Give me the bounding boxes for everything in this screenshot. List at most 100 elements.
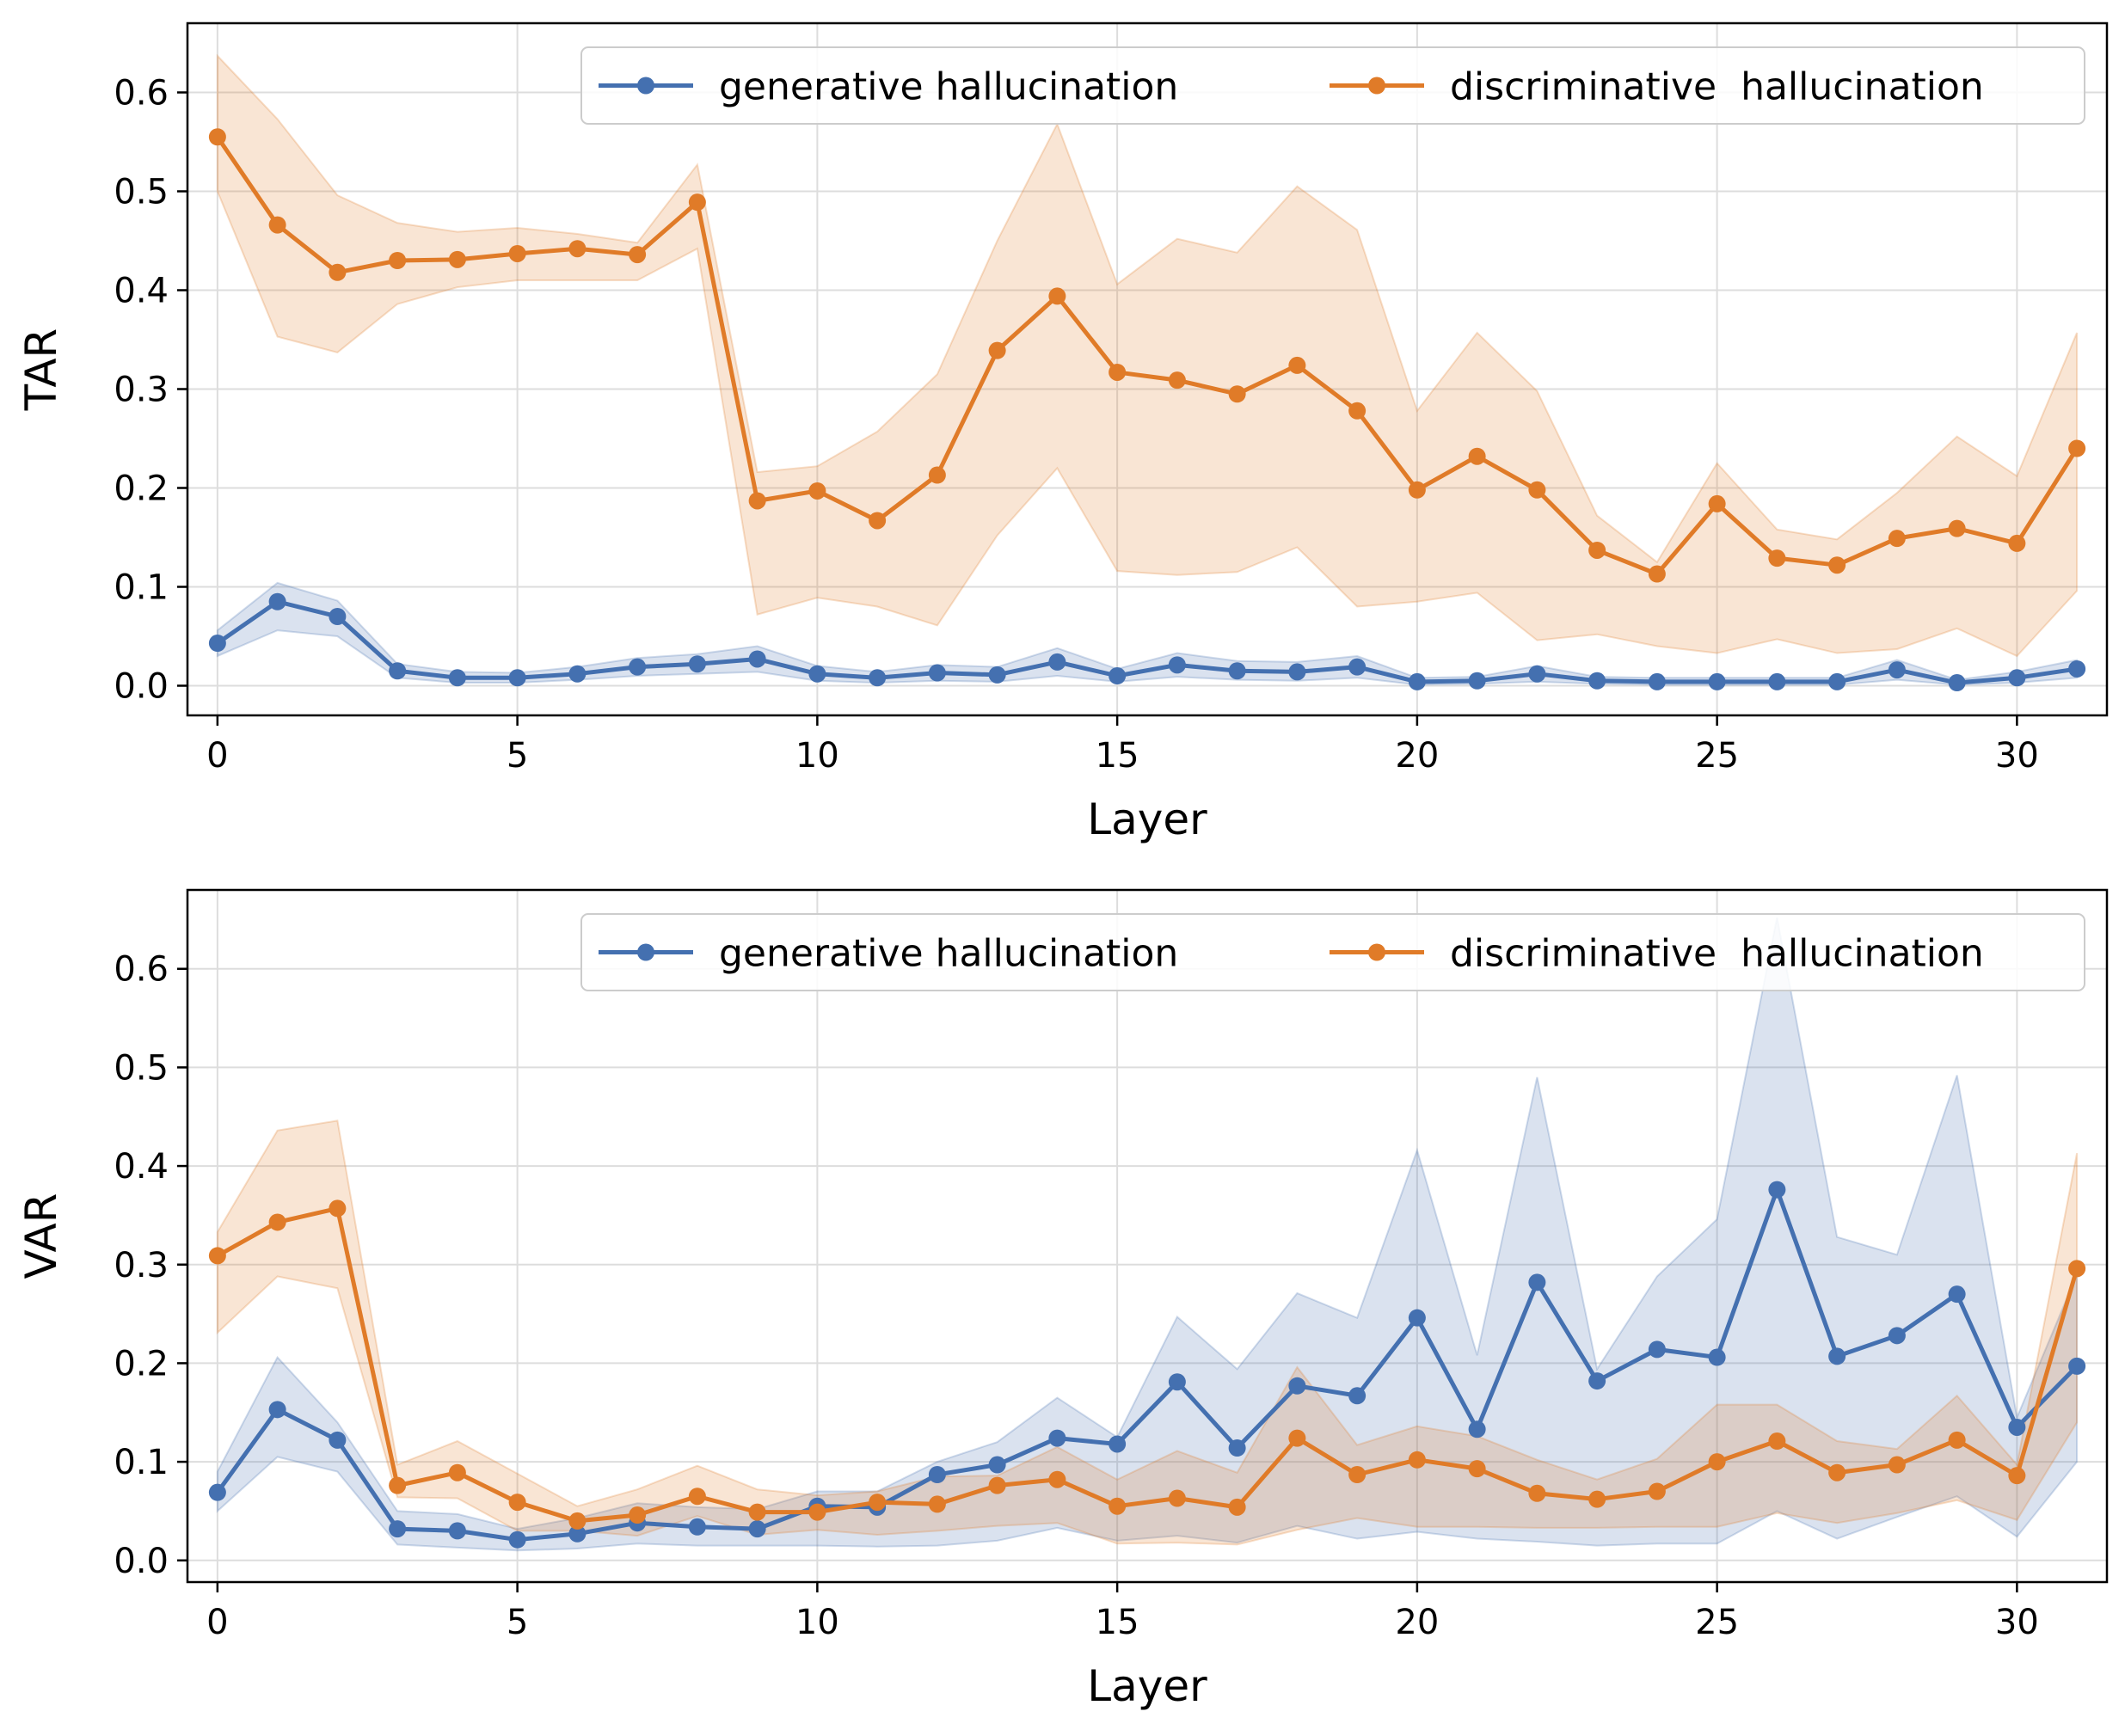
data-point	[1468, 1420, 1486, 1438]
data-point	[1768, 1181, 1786, 1199]
data-point	[568, 1512, 587, 1530]
data-point	[688, 193, 706, 212]
x-tick-label: 15	[1096, 1603, 1139, 1642]
data-point	[1948, 519, 1966, 537]
data-point	[1648, 1340, 1666, 1359]
data-point	[2068, 1260, 2086, 1278]
x-tick-label: 5	[507, 1603, 528, 1642]
data-point	[1888, 1456, 1906, 1474]
data-point	[1468, 1460, 1486, 1478]
data-point	[389, 1476, 407, 1494]
data-point	[1708, 672, 1726, 690]
y-tick-label: 0.5	[114, 173, 169, 212]
x-axis-title: Layer	[1087, 794, 1207, 844]
data-point	[568, 665, 587, 683]
data-point	[1588, 1490, 1606, 1508]
data-point	[1588, 672, 1606, 690]
data-point	[1288, 1377, 1306, 1395]
series-points-discriminative	[208, 128, 2086, 583]
x-tick-label: 25	[1695, 1603, 1739, 1642]
data-point	[748, 1503, 766, 1521]
data-point	[1888, 530, 1906, 548]
y-tick-label: 0.6	[114, 950, 169, 990]
data-point	[808, 665, 826, 683]
data-point	[748, 1520, 766, 1538]
legend: generative hallucination discriminative h…	[580, 913, 2085, 991]
data-point	[1348, 1466, 1367, 1484]
data-point	[389, 252, 407, 269]
legend-label: discriminative hallucination	[1450, 932, 1984, 976]
data-point	[1168, 1489, 1186, 1507]
x-tick-label: 10	[795, 736, 839, 776]
data-point	[928, 1466, 946, 1484]
data-point	[1708, 1348, 1726, 1366]
data-point	[1109, 363, 1127, 381]
series-line-generative	[215, 1187, 2079, 1543]
data-point	[268, 1213, 286, 1231]
data-point	[1768, 549, 1786, 567]
data-point	[2068, 659, 2086, 678]
data-point	[988, 341, 1006, 359]
data-point	[568, 1524, 587, 1543]
data-point	[629, 1506, 647, 1524]
data-point	[1109, 1497, 1127, 1515]
y-axis-title: VAR	[16, 1193, 66, 1279]
data-point	[928, 466, 946, 484]
data-point	[448, 1463, 466, 1481]
y-tick-label: 0.3	[114, 371, 169, 410]
data-point	[748, 492, 766, 510]
legend-label: discriminative hallucination	[1450, 65, 1984, 109]
data-point	[1408, 672, 1426, 690]
data-point	[208, 1483, 226, 1501]
legend-swatch-marker	[1368, 77, 1385, 95]
chart-panel-2: 0 5 10 15 20 25 30 0.0 0.1 0.2 0.3 0.4 0.5 0.6 Layer VA…	[16, 888, 2109, 1711]
y-axis-title: TAR	[16, 328, 66, 412]
x-axis-title: Layer	[1087, 1661, 1207, 1711]
data-point	[688, 1518, 706, 1536]
data-point	[389, 1520, 407, 1538]
data-point	[1048, 287, 1066, 305]
x-tick-label: 25	[1695, 736, 1739, 776]
y-tick-label: 0.4	[114, 1147, 169, 1187]
data-point	[208, 1247, 226, 1265]
data-point	[1168, 656, 1186, 674]
data-point	[869, 1494, 887, 1512]
data-point	[629, 246, 647, 264]
y-tick-label: 0.6	[114, 74, 169, 113]
legend-swatch-marker	[1368, 943, 1385, 961]
y-tick-label: 0.0	[114, 667, 169, 707]
data-point	[329, 1199, 347, 1218]
confidence-band-discriminative	[216, 53, 2079, 658]
data-point	[1228, 1439, 1246, 1457]
x-tick-label: 0	[206, 736, 228, 776]
data-point	[1888, 1327, 1906, 1345]
data-point	[1168, 371, 1186, 390]
data-point	[1588, 1372, 1606, 1390]
data-point	[1228, 1498, 1246, 1516]
data-point	[2008, 534, 2026, 552]
data-point	[869, 669, 887, 687]
y-tick-label: 0.3	[114, 1246, 169, 1285]
series-line-discriminative	[216, 1205, 2079, 1524]
x-tick-label: 30	[1995, 736, 2039, 776]
y-tick-label: 0.1	[114, 1443, 169, 1482]
y-tick-label: 0.2	[114, 1344, 169, 1383]
data-point	[448, 669, 466, 687]
plot-frame	[186, 888, 2109, 1584]
y-tick-label: 0.2	[114, 469, 169, 509]
data-point	[1828, 1463, 1846, 1481]
series-points-discriminative	[208, 1199, 2086, 1530]
legend-label: generative hallucination	[719, 932, 1178, 976]
data-point	[1708, 494, 1726, 512]
data-point	[988, 666, 1006, 684]
data-point	[928, 1495, 946, 1513]
data-point	[448, 250, 466, 268]
data-point	[748, 650, 766, 668]
y-tick-label: 0.0	[114, 1542, 169, 1581]
data-point	[1288, 1429, 1306, 1447]
y-tick-label: 0.4	[114, 272, 169, 311]
data-point	[1588, 541, 1606, 559]
data-point	[329, 1431, 347, 1449]
data-point	[268, 216, 286, 234]
data-point	[1648, 1482, 1666, 1500]
